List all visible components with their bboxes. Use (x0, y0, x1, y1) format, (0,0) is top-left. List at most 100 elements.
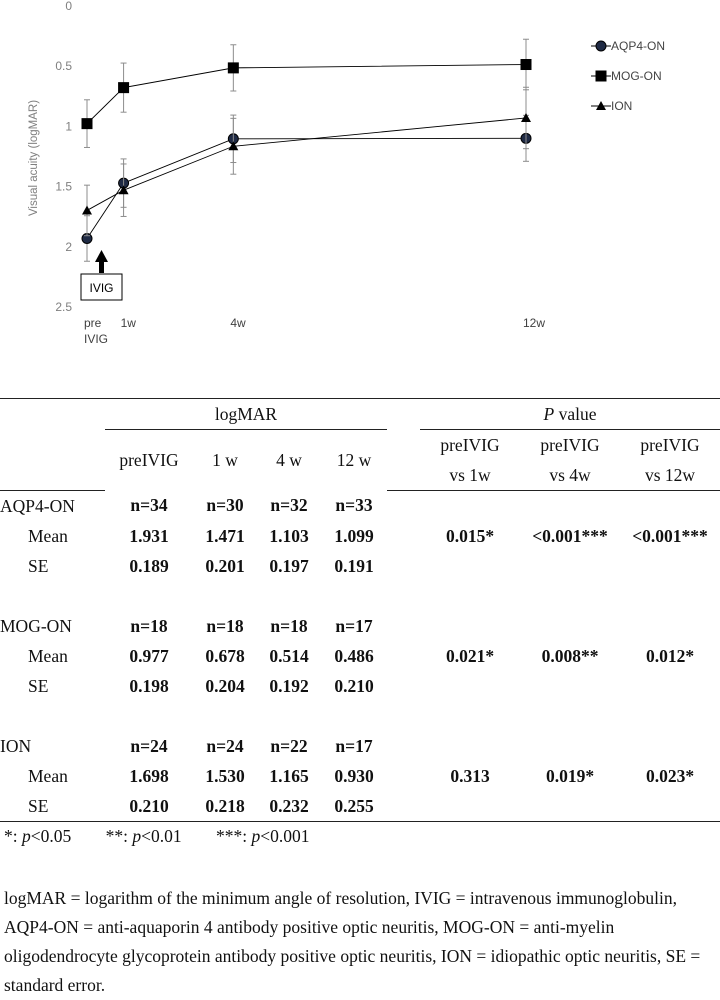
table-cell: n=18 (206, 615, 244, 636)
p-col-header: vs 12w (620, 460, 720, 491)
series-aqp4-on (81, 114, 532, 262)
data-point-marker (595, 70, 607, 82)
row-label: AQP4-ON (0, 495, 75, 516)
row-label: Mean (28, 645, 68, 666)
table-row: Mean 0.977 0.678 0.514 0.486 0.021* 0.008** 0.0… (0, 641, 720, 671)
series-line (86, 137, 527, 239)
p-col-header: vs 1w (420, 460, 520, 491)
p-value-cell: 0.021* (445, 645, 495, 666)
spacer-row (0, 701, 720, 731)
legend-item: MOG-ON (591, 69, 662, 83)
chart-axes: 0 0.5 1 1.5 2 2.5 Visual acuity (logMAR) pre IVI… (28, 0, 545, 346)
col-header: 4 w (276, 449, 302, 470)
data-point-marker (81, 118, 93, 130)
table-cell: 0.210 (334, 675, 374, 696)
row-label: Mean (28, 765, 68, 786)
sig-item: *: p<0.05 (4, 826, 72, 846)
table-row: SE 0.189 0.201 0.197 0.191 (0, 551, 720, 581)
table-cell: 0.189 (129, 555, 169, 576)
p-value-cell: 0.023* (645, 765, 695, 786)
table-cell: n=33 (335, 495, 373, 516)
ivig-label: IVIG (89, 281, 113, 295)
table-cell: n=24 (206, 735, 244, 756)
x-tick-label: 4w (230, 316, 246, 330)
p-value-cell: 0.015* (445, 525, 495, 546)
series-ion (82, 86, 531, 237)
row-label: Mean (28, 525, 68, 546)
table-cell: n=34 (130, 495, 168, 516)
table-cell: n=32 (270, 495, 308, 516)
y-tick-label: 2 (65, 240, 72, 254)
table-row: Mean 1.931 1.471 1.103 1.099 0.015* <0.001*** <… (0, 521, 720, 551)
p-value-cell: 0.012* (645, 645, 695, 666)
y-tick-label: 0.5 (55, 59, 72, 73)
data-point-marker (520, 59, 532, 71)
row-label: SE (0, 791, 105, 822)
table-cell: n=24 (130, 735, 168, 756)
data-point-marker (596, 101, 606, 110)
table-cell: 0.201 (205, 555, 245, 576)
data-point-marker (118, 185, 129, 195)
series-line (86, 64, 527, 124)
table-cell: n=22 (270, 735, 308, 756)
table-cell: 0.192 (269, 675, 309, 696)
table-cell: n=18 (130, 615, 168, 636)
table-cell: 0.232 (257, 791, 321, 822)
table-body: AQP4-ON n=34 n=30 n=32 n=33 Mean 1.931 1.471 1.1… (0, 491, 720, 822)
table-cell: 1.698 (129, 765, 169, 786)
p-value-cell: <0.001*** (632, 525, 708, 546)
table-cell: n=17 (335, 615, 373, 636)
col-header: preIVIG (119, 449, 179, 470)
series-mog-on (81, 38, 532, 148)
col-header: 1 w (212, 449, 238, 470)
table-row: AQP4-ON n=34 n=30 n=32 n=33 (0, 491, 720, 522)
p-value-cell: <0.001*** (532, 525, 608, 546)
table-cell: n=18 (270, 615, 308, 636)
legend-item: AQP4-ON (591, 39, 665, 53)
ivig-arrow-head (95, 250, 108, 262)
sig-item: **: p<0.01 (105, 826, 182, 846)
table-cell: 1.471 (205, 525, 245, 546)
visual-acuity-table: logMAR P value preIVIG 1 w 4 w 12 w preI… (0, 398, 720, 822)
chart-series (81, 38, 532, 262)
significance-legend: *: p<0.05 **: p<0.01 ***: p<0.001 (4, 826, 340, 847)
chart-legend: AQP4-ON MOG-ON ION (591, 39, 665, 113)
table-cell: 0.486 (334, 645, 374, 666)
table-cell: 1.530 (205, 765, 245, 786)
row-label: SE (28, 555, 49, 576)
p-value-group-header: P value (420, 398, 720, 430)
data-point-marker (227, 62, 239, 74)
legend-label: AQP4-ON (611, 39, 665, 53)
table-cell: 0.204 (205, 675, 245, 696)
y-tick-label: 2.5 (55, 300, 72, 314)
table-cell: 0.678 (205, 645, 245, 666)
data-point-marker (595, 40, 607, 52)
legend-label: ION (611, 99, 632, 113)
table-cell: 0.977 (129, 645, 169, 666)
p-col-header: vs 4w (520, 460, 620, 491)
p-col-header: preIVIG (640, 434, 700, 455)
table-cell: 0.198 (129, 675, 169, 696)
col-header: 12 w (336, 449, 372, 470)
data-point-marker (118, 82, 130, 94)
table-row: Mean 1.698 1.530 1.165 0.930 0.313 0.019* 0.023… (0, 761, 720, 791)
table-row: MOG-ON n=18 n=18 n=18 n=17 (0, 611, 720, 641)
table-cell: 0.197 (269, 555, 309, 576)
table-cell: 0.191 (334, 555, 374, 576)
table-cell: 0.255 (321, 791, 387, 822)
p-col-header: preIVIG (440, 434, 500, 455)
spacer-row (0, 581, 720, 611)
legend-label: MOG-ON (611, 69, 662, 83)
y-tick-label: 1 (65, 119, 72, 133)
y-tick-label: 1.5 (55, 180, 72, 194)
row-label: ION (0, 735, 32, 756)
table-cell: n=30 (206, 495, 244, 516)
table-row: ION n=24 n=24 n=22 n=17 (0, 731, 720, 761)
table-cell: 1.165 (269, 765, 309, 786)
table-cell: n=17 (335, 735, 373, 756)
ivig-arrow-shaft (99, 261, 104, 273)
logmar-group-header: logMAR (105, 398, 387, 430)
x-tick-label: 1w (121, 316, 137, 330)
ivig-box (80, 273, 123, 301)
visual-acuity-chart: 0 0.5 1 1.5 2 2.5 Visual acuity (logMAR) pre IVI… (28, 0, 665, 346)
